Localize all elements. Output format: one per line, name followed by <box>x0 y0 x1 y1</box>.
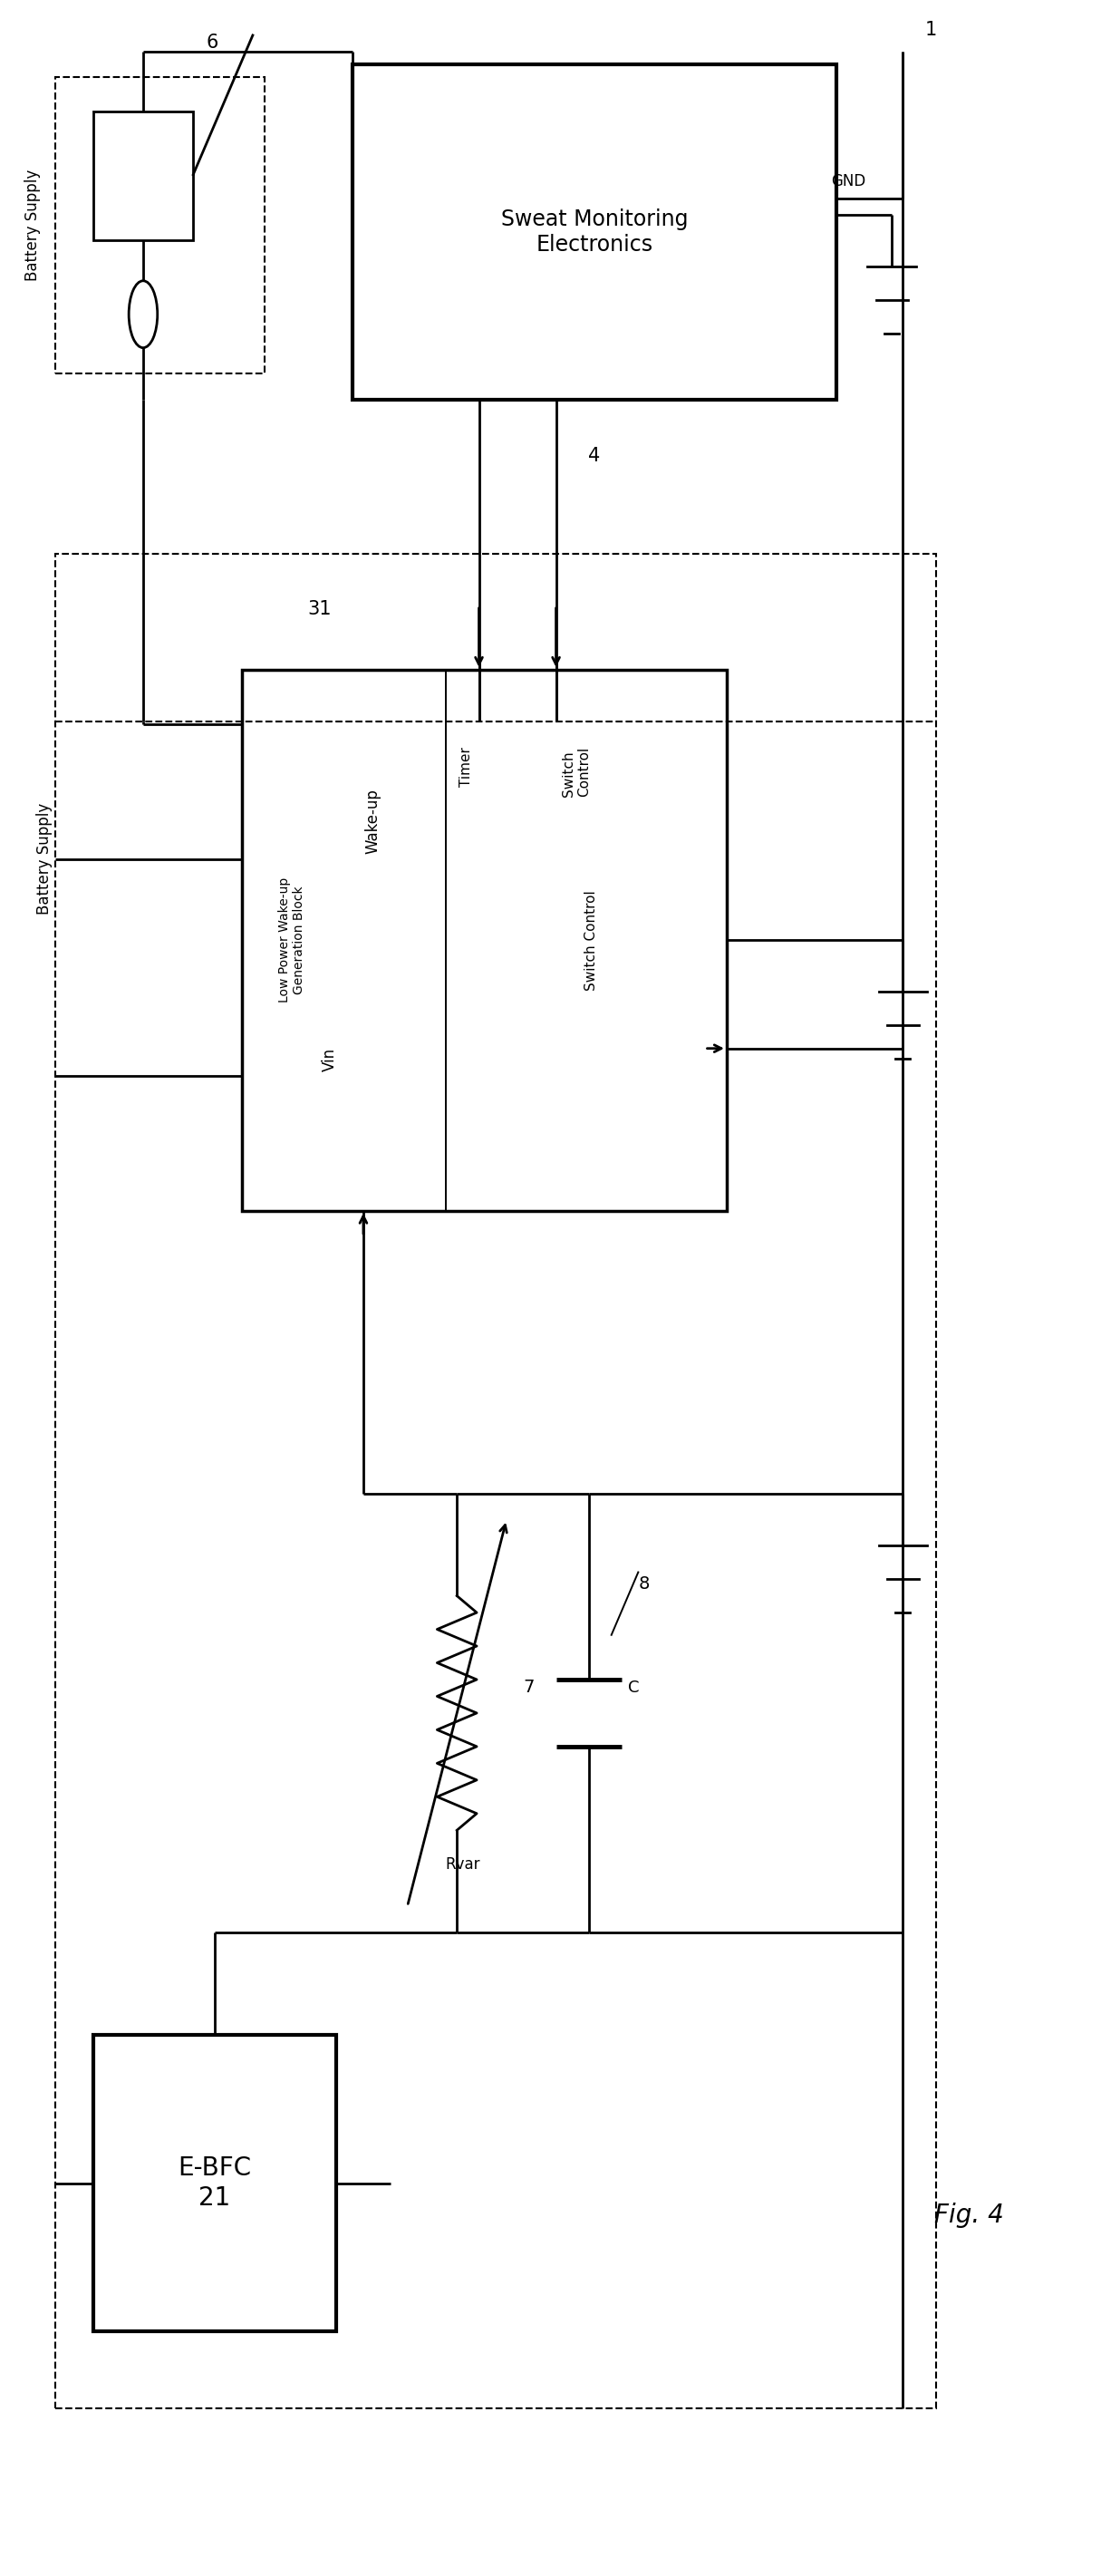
Text: 8: 8 <box>639 1577 650 1592</box>
Text: Vin: Vin <box>321 1048 338 1072</box>
Bar <box>55 554 936 2409</box>
Text: 6: 6 <box>206 33 218 52</box>
Bar <box>94 111 193 240</box>
Text: 4: 4 <box>589 446 600 466</box>
Text: GND: GND <box>831 173 865 191</box>
Text: E-BFC
21: E-BFC 21 <box>178 2156 251 2210</box>
Text: Timer: Timer <box>460 747 473 786</box>
Text: Battery Supply: Battery Supply <box>36 804 52 914</box>
Text: Wake-up: Wake-up <box>364 788 381 853</box>
Text: 7: 7 <box>523 1680 534 1695</box>
Text: Switch Control: Switch Control <box>585 891 598 989</box>
Text: Sweat Monitoring
Electronics: Sweat Monitoring Electronics <box>501 209 688 255</box>
Bar <box>242 670 727 1211</box>
Text: Switch
Control: Switch Control <box>562 747 591 796</box>
Text: 1: 1 <box>925 21 937 39</box>
Text: C: C <box>628 1680 639 1695</box>
Text: 31: 31 <box>307 600 331 618</box>
Bar <box>55 77 264 374</box>
Text: Battery Supply: Battery Supply <box>25 170 41 281</box>
Text: Rvar: Rvar <box>445 1855 480 1873</box>
Bar <box>94 2035 336 2331</box>
Bar <box>352 64 837 399</box>
Text: Fig. 4: Fig. 4 <box>934 2202 1004 2228</box>
Text: Low Power Wake-up
Generation Block: Low Power Wake-up Generation Block <box>279 878 305 1002</box>
